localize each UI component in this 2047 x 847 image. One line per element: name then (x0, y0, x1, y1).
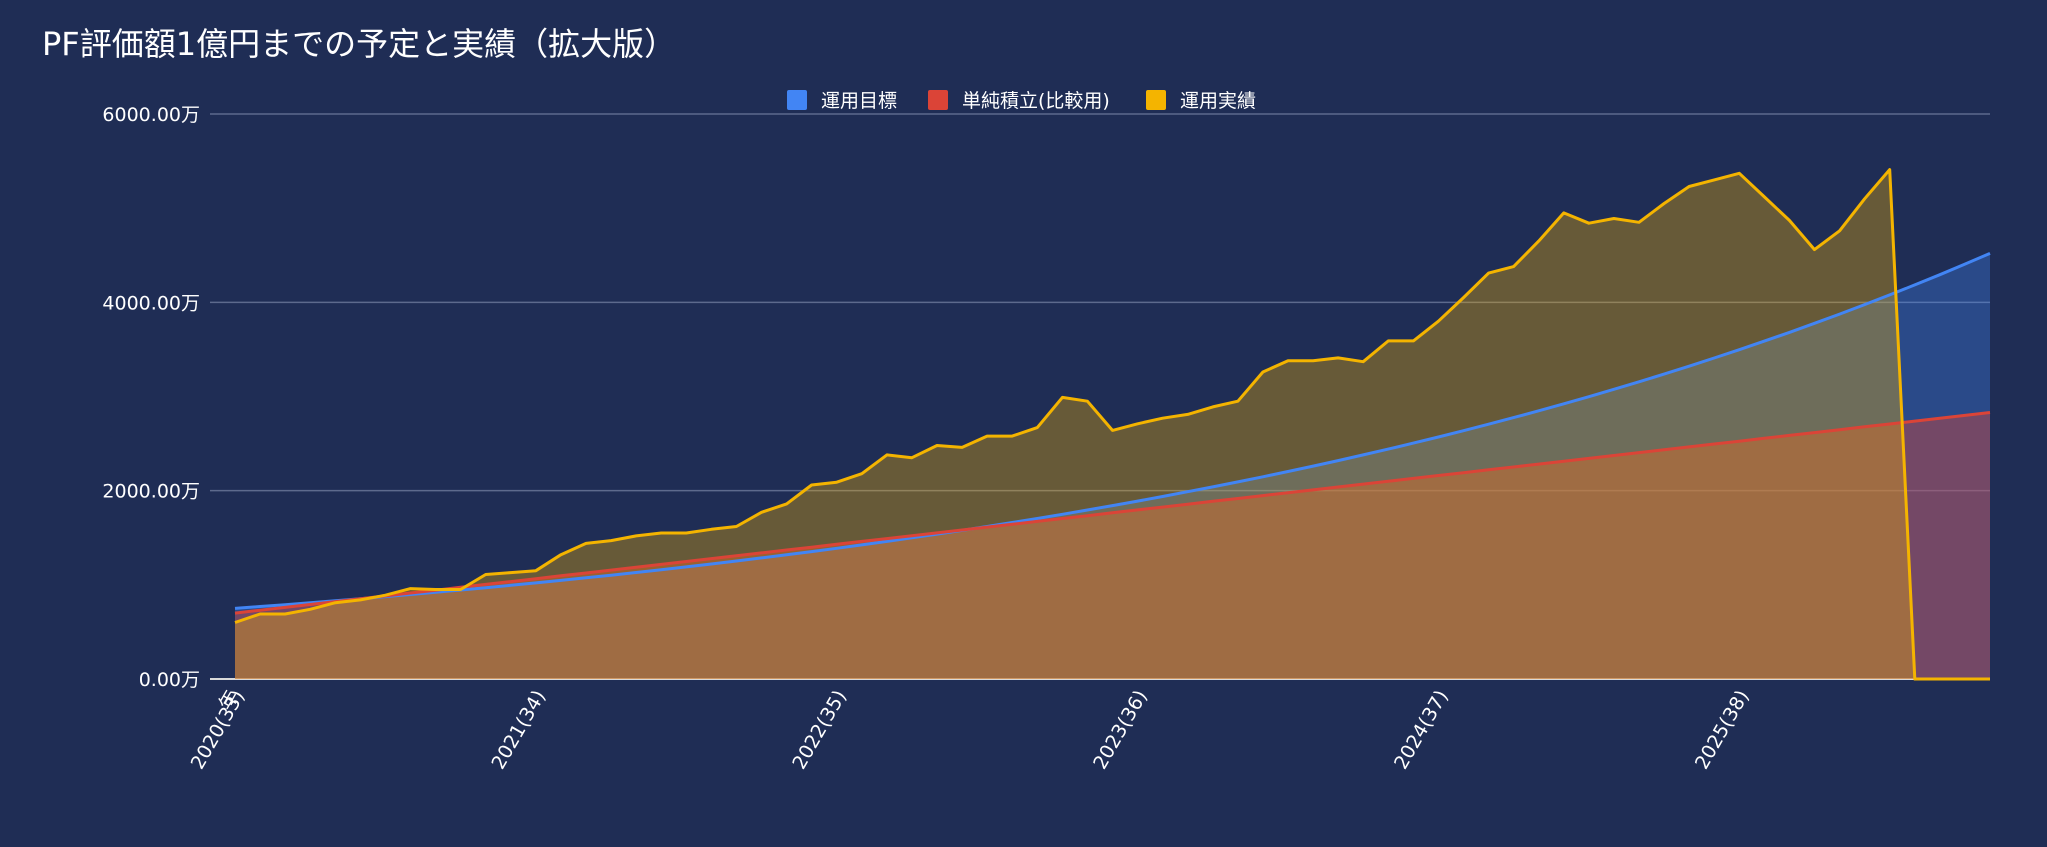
line-goal (234, 252, 1991, 610)
line-simple (234, 411, 1991, 615)
chart-legend: 運用目標 単純積立(比較用) 運用実績 (787, 90, 1256, 112)
x-tick-label: 2024(37) (1390, 687, 1453, 774)
chart-gridlines (210, 113, 1990, 680)
legend-swatch-actual (1146, 90, 1166, 110)
x-tick-label: 2025(38) (1691, 687, 1754, 774)
legend-label-simple: 単純積立(比較用) (962, 90, 1110, 112)
legend-label-goal: 運用目標 (821, 90, 897, 112)
area-simple (235, 412, 1990, 679)
line-actual (234, 168, 1990, 681)
x-tick-label: 2023(36) (1089, 687, 1152, 774)
area-actual (235, 169, 1990, 679)
legend-swatch-goal (787, 90, 807, 110)
legend-swatch-simple (928, 90, 948, 110)
chart-title: PF評価額1億円までの予定と実績（拡大版） (42, 25, 676, 63)
y-tick-label: 0.00万 (139, 669, 200, 691)
x-tick-label: 2021(34) (487, 687, 550, 774)
chart-lines (234, 168, 1991, 681)
x-tick-label: 2022(35) (788, 687, 851, 774)
y-tick-label: 6000.00万 (102, 104, 200, 126)
area-goal (235, 253, 1990, 679)
y-tick-label: 2000.00万 (102, 481, 200, 503)
chart-areas (235, 169, 1990, 679)
y-tick-label: 4000.00万 (102, 292, 200, 314)
y-axis-ticks: 0.00万 2000.00万 4000.00万 6000.00万 (102, 104, 200, 691)
legend-label-actual: 運用実績 (1180, 90, 1256, 112)
